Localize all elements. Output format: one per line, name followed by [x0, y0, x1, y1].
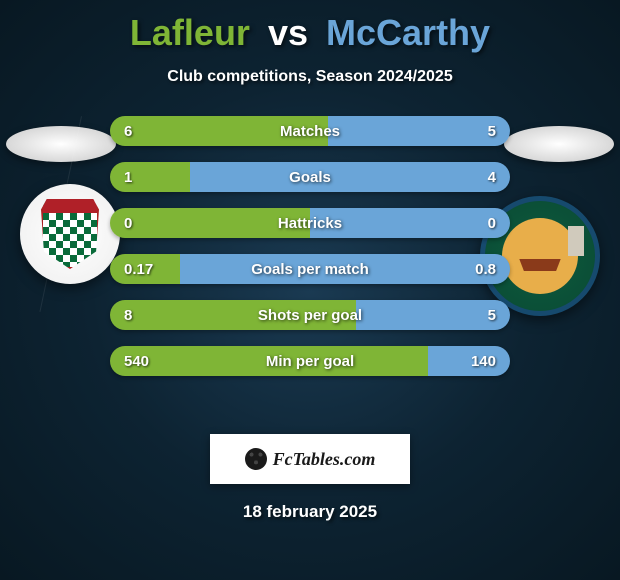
comparison-title: Lafleur vs McCarthy [0, 0, 620, 54]
player1-name: Lafleur [130, 12, 250, 53]
badge-center [502, 218, 578, 294]
player2-name: McCarthy [326, 12, 490, 53]
brand-box[interactable]: FcTables.com [210, 434, 410, 484]
vs-word: vs [268, 12, 308, 53]
stat-label: Min per goal [110, 346, 510, 376]
stat-label: Goals per match [110, 254, 510, 284]
stat-row: 65Matches [110, 116, 510, 146]
stats-bars-container: 65Matches 14Goals 00Hattricks 0.170.8Goals … [110, 116, 510, 376]
tower-icon [568, 226, 584, 256]
book-platform-left [6, 126, 116, 162]
stat-label: Shots per goal [110, 300, 510, 330]
brand-text: FcTables.com [273, 449, 376, 470]
stat-row: 540140Min per goal [110, 346, 510, 376]
club-badge-left [20, 184, 120, 284]
stat-label: Goals [110, 162, 510, 192]
comparison-date: 18 february 2025 [0, 502, 620, 522]
stat-label: Hattricks [110, 208, 510, 238]
ship-icon [517, 241, 563, 271]
shield-icon [41, 199, 99, 269]
stat-row: 00Hattricks [110, 208, 510, 238]
stat-label: Matches [110, 116, 510, 146]
comparison-content: 65Matches 14Goals 00Hattricks 0.170.8Goals … [0, 116, 620, 416]
stat-row: 85Shots per goal [110, 300, 510, 330]
stat-row: 14Goals [110, 162, 510, 192]
stat-row: 0.170.8Goals per match [110, 254, 510, 284]
soccer-ball-icon [245, 448, 267, 470]
subtitle: Club competitions, Season 2024/2025 [0, 68, 620, 86]
book-platform-right [504, 126, 614, 162]
